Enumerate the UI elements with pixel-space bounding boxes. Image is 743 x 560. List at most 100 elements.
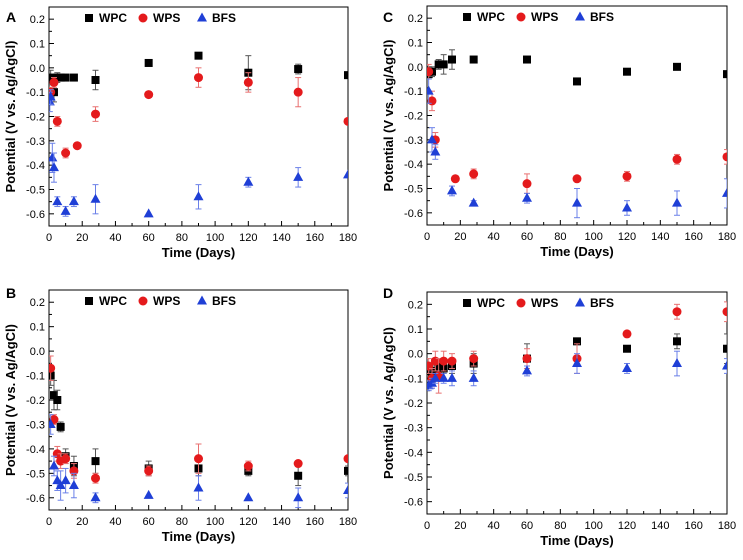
panel-b-wpc-point: [56, 422, 65, 431]
panel-d-letter: D: [383, 285, 393, 301]
panel-d-wpc-point: [573, 337, 581, 346]
panel-a-bfs-point: [60, 205, 71, 215]
panel-a-xtick-label: 80: [176, 232, 188, 244]
panel-b-wpc-point: [294, 471, 303, 480]
panel-b-ytick-label: 0.0: [30, 346, 45, 358]
panel-d-xtick-label: 160: [684, 520, 702, 532]
panel-b-data: [49, 355, 348, 509]
panel-b-letter: B: [6, 285, 16, 301]
panel-a-bfs-point: [193, 191, 204, 201]
panel-a-legend-marker-bfs: [197, 12, 207, 22]
panel-a-bfs-point: [293, 171, 304, 181]
panel-a-ytick-label: -0.2: [26, 112, 45, 124]
panel-a-y-axis-label: Potential (V vs. Ag/AgCl): [3, 41, 18, 193]
panel-b-ytick-label: -0.5: [26, 468, 45, 480]
panel-b-xtick-label: 120: [239, 516, 257, 528]
panel-c-wpc-point: [434, 60, 443, 69]
panel-d-bfs-point: [622, 362, 632, 372]
panel-a-bfs-point: [49, 162, 59, 172]
panel-b-bfs-point: [343, 484, 348, 494]
panel-a-wpc-point: [61, 73, 70, 82]
panel-b-bfs-point: [49, 460, 59, 470]
panel-d-ytick-label: -0.6: [404, 497, 423, 509]
panel-d-xtick-label: 60: [521, 520, 533, 532]
panel-c-data: [427, 49, 727, 219]
panel-a-bfs-point: [68, 196, 79, 206]
panel-a-wpc-point: [56, 73, 65, 82]
panel-a-ytick-label: -0.4: [26, 160, 45, 172]
panel-c-wps-point: [672, 154, 682, 164]
panel-d-legend-marker-bfs: [575, 297, 585, 307]
panel-b-bfs-point: [293, 492, 304, 502]
panel-c-xtick-label: 60: [521, 231, 533, 243]
panel-b-wpc-point: [49, 371, 55, 380]
panel-c-xtick-label: 160: [684, 231, 702, 243]
panel-b-bfs-point: [243, 492, 254, 502]
panel-a-wps-point: [144, 90, 154, 100]
panel-b-wps-point: [144, 466, 154, 476]
panel-c-legend-marker-bfs: [575, 11, 585, 21]
panel-d-xtick-label: 180: [718, 520, 736, 532]
panel-a-xtick-label: 140: [272, 232, 290, 244]
panel-a-legend: WPC WPS BFS: [85, 11, 236, 25]
panel-b-wps-point: [194, 454, 203, 464]
panel-a-bfs-point: [52, 196, 63, 206]
panel-a-xtick-label: 20: [76, 232, 88, 244]
panel-d-xtick-label: 120: [618, 520, 636, 532]
panel-a-wpc-point: [344, 71, 348, 80]
panel-d-legend-label-wps: WPS: [531, 296, 558, 310]
panel-a-wps-point: [343, 116, 348, 126]
panel-c-x-axis-label: Time (Days): [540, 244, 613, 259]
panel-b-xtick-label: 20: [76, 516, 88, 528]
panel-b-bfs-point: [90, 492, 101, 502]
panel-c-bfs-point: [427, 134, 437, 144]
panel-b-legend: WPC WPS BFS: [85, 294, 236, 308]
panel-d-wps-point: [469, 354, 479, 364]
panel-a-xtick-label: 0: [46, 232, 52, 244]
panel-b-xtick-label: 0: [46, 516, 52, 528]
panel-c-bfs-point: [722, 187, 727, 197]
panel-c-bfs-point: [468, 197, 479, 207]
panel-d-xtick-label: 40: [488, 520, 500, 532]
panel-a-wpc-point: [91, 76, 100, 84]
panel-c-legend-label-bfs: BFS: [590, 10, 614, 24]
panel-c-ytick-label: -0.4: [404, 159, 423, 171]
panel-c-xtick-label: 80: [554, 231, 566, 243]
panel-a-wps-point: [72, 141, 82, 151]
panel-d-ytick-label: -0.1: [404, 373, 423, 385]
panel-d-xtick-label: 20: [454, 520, 466, 532]
panel-b-wpc-point: [53, 396, 62, 404]
panel-c-wps-point: [450, 174, 460, 184]
panel-d-wps-point: [672, 307, 682, 317]
panel-a-xtick-label: 40: [109, 232, 121, 244]
panel-a-ytick-label: -0.6: [26, 209, 45, 221]
panel-a-legend-label-wpc: WPC: [99, 11, 127, 25]
panel-a-wps-point: [243, 77, 253, 87]
panel-a-legend-label-bfs: BFS: [212, 11, 236, 25]
panel-c-legend: WPC WPS BFS: [463, 10, 614, 24]
panel-d-legend: WPC WPS BFS: [463, 296, 614, 310]
panel-d-ytick-label: 0.2: [408, 299, 423, 311]
panel-d-bfs-point: [427, 377, 437, 387]
panel-d-bfs-point: [572, 358, 582, 368]
panel-a-ytick-label: 0.0: [30, 63, 45, 75]
panel-a-wpc-point: [194, 51, 203, 60]
panel-b-wps-point: [343, 454, 348, 464]
panel-b-xtick-label: 160: [306, 516, 324, 528]
panel-b-wpc-point: [344, 466, 348, 475]
panel-c-y-axis-label: Potential (V vs. Ag/AgCl): [381, 40, 396, 192]
panel-a-ytick-label: 0.1: [30, 39, 45, 51]
panel-d-bfs-point: [722, 360, 727, 370]
panel-b-ytick-label: -0.3: [26, 419, 45, 431]
panel-d-x-axis-label: Time (Days): [540, 533, 613, 548]
panel-a-ytick-label: -0.3: [26, 136, 45, 148]
panel-a-xtick-label: 120: [239, 232, 257, 244]
panel-c-wps-point: [572, 174, 582, 184]
panel-c-ytick-label: 0.2: [408, 13, 423, 25]
panel-b-legend-marker-bfs: [197, 295, 207, 305]
panel-a-ytick-label: -0.1: [26, 87, 45, 99]
panel-a-bfs-point: [343, 169, 348, 179]
panel-b-xtick-label: 40: [109, 516, 121, 528]
panel-a-wps-point: [52, 116, 62, 126]
panel-c-wpc-point: [439, 60, 448, 69]
